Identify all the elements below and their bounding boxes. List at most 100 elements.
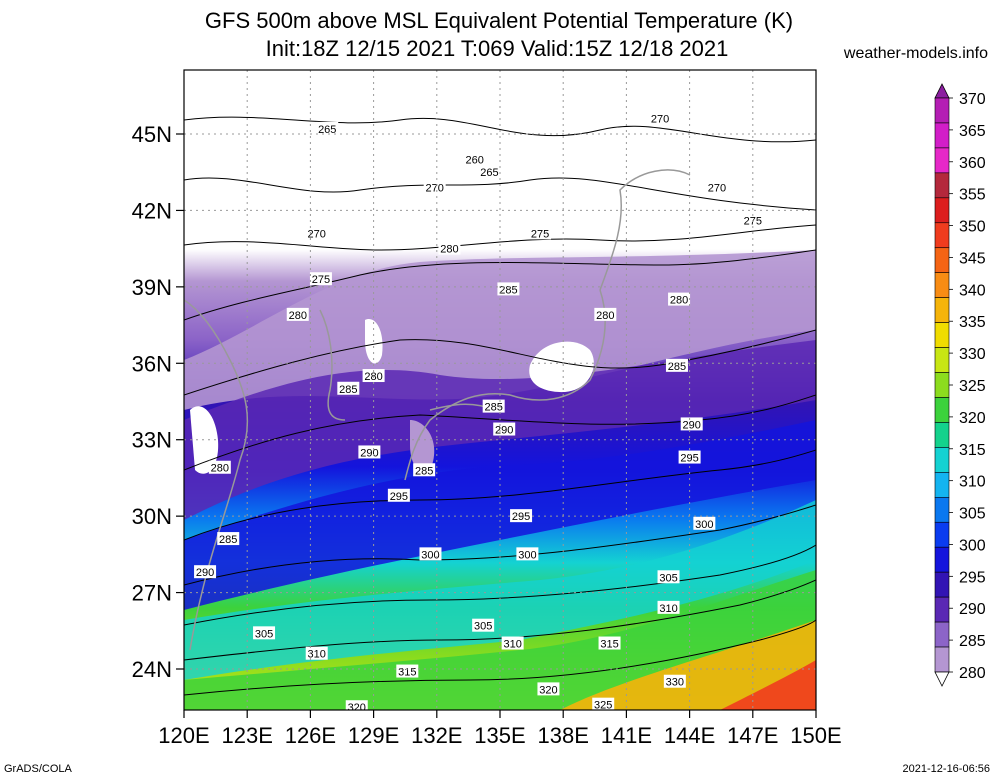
lon-tick-label: 144E xyxy=(664,723,715,748)
colorbar-label: 310 xyxy=(959,474,986,491)
contour-label: 280 xyxy=(208,460,231,475)
colorbar-swatch xyxy=(934,521,950,548)
site-label: weather-models.info xyxy=(843,45,988,62)
contour-label-text: 305 xyxy=(474,621,492,633)
contour-label-text: 295 xyxy=(512,511,530,523)
contour-label: 270 xyxy=(305,226,328,240)
contour-label: 285 xyxy=(413,463,436,477)
colorbar-swatch xyxy=(934,297,950,323)
chart-subtitle: Init:18Z 12/15 2021 T:069 Valid:15Z 12/1… xyxy=(265,36,729,61)
contour-label-text: 295 xyxy=(390,491,408,503)
contour-label-text: 290 xyxy=(196,567,214,579)
colorbar-swatch xyxy=(934,621,950,648)
colorbar-swatch xyxy=(934,122,950,149)
contour-label-text: 260 xyxy=(466,154,484,166)
contour-label-text: 280 xyxy=(596,310,614,322)
contour-label-text: 285 xyxy=(339,384,357,396)
contour-label-text: 295 xyxy=(680,453,698,465)
contour-label-text: 275 xyxy=(531,228,549,240)
contour-label-text: 280 xyxy=(440,244,458,256)
colorbar-label: 330 xyxy=(959,346,986,363)
colorbar-swatch xyxy=(934,447,950,473)
colorbar-label: 335 xyxy=(959,314,986,331)
contour-label-text: 280 xyxy=(289,310,307,322)
lat-tick-label: 39N xyxy=(132,275,172,300)
contour-label: 290 xyxy=(680,417,703,431)
lon-tick-label: 135E xyxy=(474,723,525,748)
contour-label: 280 xyxy=(286,307,309,322)
colorbar-label: 315 xyxy=(959,442,986,459)
contour-label-text: 275 xyxy=(312,274,330,286)
colorbar-label: 325 xyxy=(959,378,986,395)
contour-label: 330 xyxy=(663,674,686,689)
contour-label-text: 310 xyxy=(659,603,677,615)
colorbar-label: 365 xyxy=(959,123,986,140)
contour-label-text: 285 xyxy=(219,534,237,546)
lon-tick-label: 141E xyxy=(601,723,652,748)
contour-label-text: 265 xyxy=(480,167,498,179)
contour-label-text: 325 xyxy=(594,700,612,712)
colorbar-label: 355 xyxy=(959,187,986,204)
colorbar-label: 370 xyxy=(959,91,986,108)
colorbar-label: 295 xyxy=(959,569,986,586)
colorbar-arrow-top xyxy=(934,83,950,99)
contour-label: 275 xyxy=(529,226,552,240)
contour-label: 290 xyxy=(493,422,516,437)
contour-label-text: 320 xyxy=(348,702,366,714)
contour-label: 305 xyxy=(657,570,680,584)
lat-tick-label: 45N xyxy=(132,122,172,147)
contour-label: 280 xyxy=(438,241,461,256)
contour-label: 295 xyxy=(387,488,410,503)
lon-tick-label: 120E xyxy=(158,723,209,748)
colorbar-label: 300 xyxy=(959,537,986,554)
footer-timestamp: 2021-12-16-06:56 xyxy=(902,763,990,775)
contour-label: 290 xyxy=(358,445,381,459)
contour-label-text: 315 xyxy=(600,639,618,651)
contour-label: 295 xyxy=(678,450,701,465)
colorbar-swatch xyxy=(934,197,950,224)
contour-label: 310 xyxy=(305,646,328,661)
colorbar-swatch xyxy=(934,596,950,623)
contour-label-text: 290 xyxy=(360,447,378,459)
contour-label: 315 xyxy=(598,636,621,651)
contour-label: 295 xyxy=(510,509,533,523)
chart-title: GFS 500m above MSL Equivalent Potential … xyxy=(204,8,794,33)
contour-label-text: 320 xyxy=(539,684,557,696)
contour-label: 280 xyxy=(668,292,691,307)
colorbar-label: 360 xyxy=(959,155,986,172)
colorbar-label: 340 xyxy=(959,282,986,299)
colorbar-swatch xyxy=(934,97,950,124)
contour-label-text: 300 xyxy=(695,519,713,531)
contour-label-text: 285 xyxy=(499,284,517,296)
colorbar-label: 280 xyxy=(959,665,986,682)
colorbar-swatch xyxy=(934,147,950,174)
contour-label: 260 xyxy=(463,152,486,166)
contour-label-text: 270 xyxy=(426,183,444,195)
contour-label: 270 xyxy=(705,180,728,195)
contour-label-text: 290 xyxy=(495,425,513,437)
contour-label: 300 xyxy=(516,547,539,561)
contour-label-text: 280 xyxy=(670,295,688,307)
contour-label: 305 xyxy=(253,626,276,640)
colorbar-swatch xyxy=(934,546,950,573)
colorbar-label: 305 xyxy=(959,506,986,523)
colorbar-label: 320 xyxy=(959,410,986,427)
colorbar-swatch xyxy=(934,571,950,598)
lon-tick-label: 126E xyxy=(285,723,336,748)
contour-label-text: 285 xyxy=(485,402,503,414)
colorbar-swatch xyxy=(934,222,950,249)
contour-label-text: 280 xyxy=(211,463,229,475)
contour-label-text: 270 xyxy=(308,228,326,240)
colorbar-swatch xyxy=(934,397,950,423)
lat-lon-grid xyxy=(184,70,816,710)
contour-label-text: 305 xyxy=(659,572,677,584)
colorbar-swatch xyxy=(934,497,950,523)
contour-label: 280 xyxy=(594,307,617,322)
colorbar-swatch xyxy=(934,372,950,398)
lon-tick-label: 150E xyxy=(790,723,841,748)
contour-label-text: 300 xyxy=(518,549,536,561)
lat-tick-label: 42N xyxy=(132,198,172,223)
colorbar-swatch xyxy=(934,347,950,373)
